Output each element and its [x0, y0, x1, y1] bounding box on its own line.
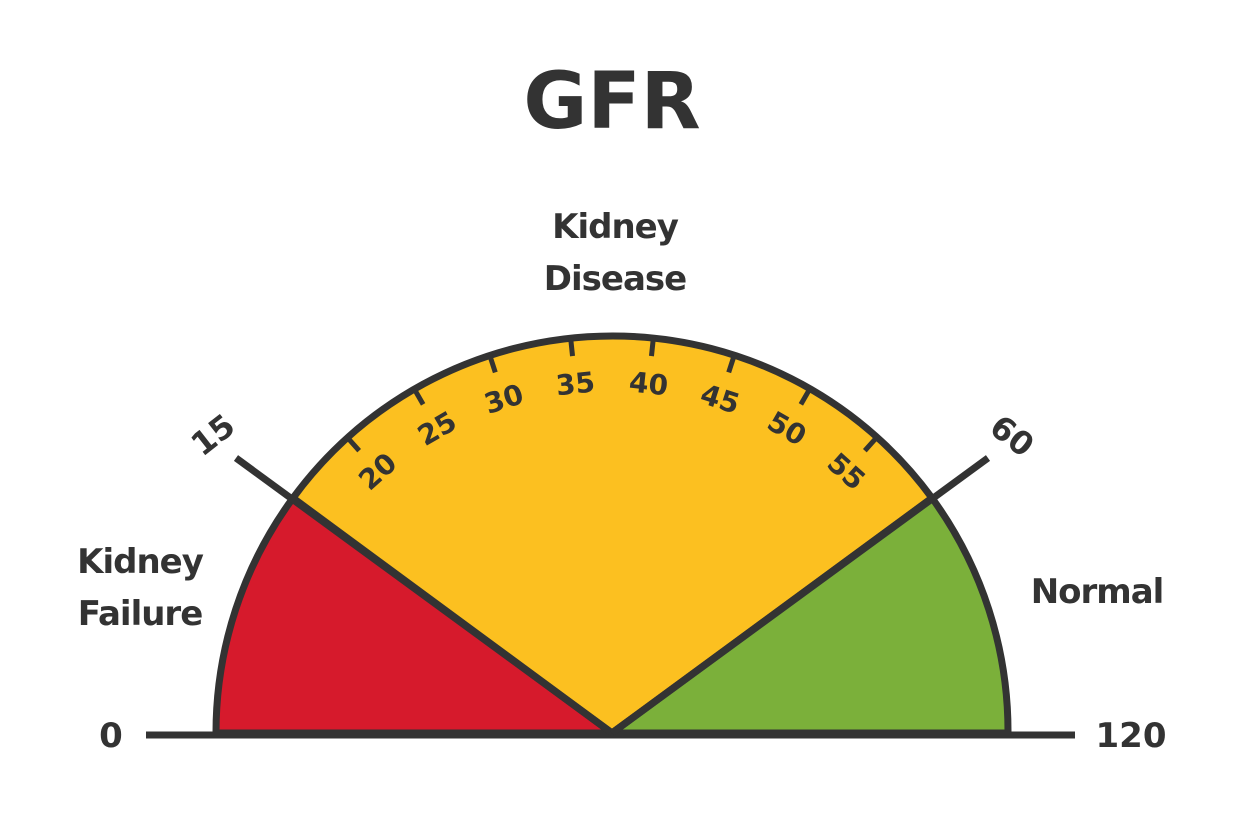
- boundary-line-60: [609, 455, 991, 736]
- zone-label-failure-line1: Kidney: [77, 542, 204, 582]
- gauge-title: GFR: [523, 57, 700, 147]
- disease-zone-sector: [289, 332, 936, 737]
- zone-label-normal: Normal: [1031, 572, 1164, 612]
- tick-mark-35: [568, 336, 576, 357]
- boundary-line-15: [233, 455, 615, 736]
- tick-mark-50: [798, 386, 813, 406]
- normal-zone-sector: [608, 494, 1012, 737]
- tick-mark-55: [862, 434, 880, 453]
- tick-label-40: 40: [627, 365, 669, 402]
- tick-mark-45: [726, 353, 737, 374]
- tick-mark-25: [411, 386, 426, 406]
- tick-mark-40: [648, 336, 656, 357]
- tick-label-35: 35: [554, 365, 596, 402]
- boundary-label-15: 15: [184, 406, 242, 463]
- tick-mark-30: [487, 353, 498, 374]
- zone-label-disease-line2: Disease: [544, 259, 686, 299]
- scale-min-label: 0: [99, 716, 123, 756]
- failure-zone-sector: [212, 494, 616, 737]
- scale-max-label: 120: [1096, 716, 1167, 756]
- zone-label-disease-line1: Kidney: [552, 207, 679, 247]
- boundary-label-60: 60: [983, 407, 1041, 464]
- tick-mark-20: [344, 434, 362, 453]
- zone-label-failure-line2: Failure: [78, 594, 203, 634]
